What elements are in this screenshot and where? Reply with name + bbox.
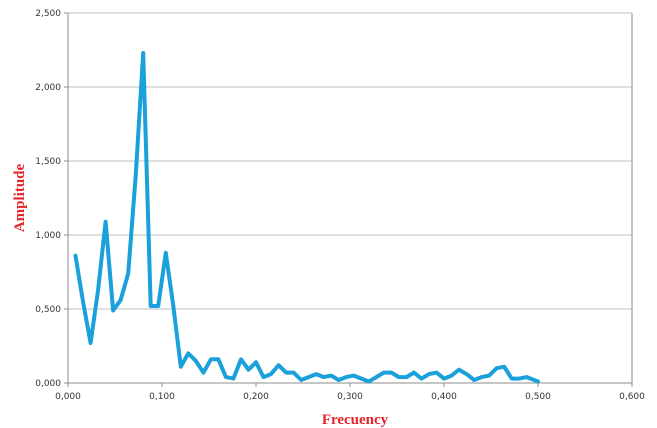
data-point xyxy=(255,361,258,364)
data-point xyxy=(142,52,145,55)
data-point xyxy=(217,358,220,361)
data-point xyxy=(157,305,160,308)
data-point xyxy=(330,374,333,377)
y-axis-title: Amplitude xyxy=(12,163,28,232)
y-tick-labels: 0,000 0,500 1,000 1,500 2,000 2,500 xyxy=(35,9,61,389)
x-tick-label: 0,300 xyxy=(337,392,363,402)
data-point xyxy=(112,309,115,312)
data-point xyxy=(149,305,152,308)
data-point xyxy=(443,377,446,380)
data-point xyxy=(503,365,506,368)
y-tick-label: 2,000 xyxy=(35,83,61,93)
data-point xyxy=(480,376,483,379)
data-point xyxy=(495,367,498,370)
data-point xyxy=(209,358,212,361)
data-point xyxy=(473,379,476,382)
data-point xyxy=(465,373,468,376)
data-point xyxy=(89,342,92,345)
data-point xyxy=(533,379,536,382)
y-tick-label: 2,500 xyxy=(35,9,61,19)
data-point xyxy=(187,352,190,355)
x-tick-label: 0,200 xyxy=(243,392,269,402)
data-point xyxy=(352,374,355,377)
data-point xyxy=(247,368,250,371)
x-tick-label: 0,500 xyxy=(525,392,551,402)
data-point xyxy=(270,373,273,376)
data-point xyxy=(104,220,107,223)
data-point xyxy=(488,374,491,377)
data-point xyxy=(119,299,122,302)
data-point xyxy=(360,377,363,380)
data-point xyxy=(405,376,408,379)
data-point xyxy=(164,251,167,254)
data-point xyxy=(74,254,77,257)
data-point xyxy=(397,376,400,379)
gridlines xyxy=(68,12,632,310)
data-point xyxy=(307,376,310,379)
data-point xyxy=(194,359,197,362)
series-layer xyxy=(73,51,540,384)
data-point xyxy=(510,377,513,380)
data-point xyxy=(240,358,243,361)
data-point xyxy=(134,174,137,177)
data-point xyxy=(337,379,340,382)
data-point xyxy=(232,377,235,380)
y-tick-label: 1,000 xyxy=(35,231,61,241)
data-point xyxy=(428,373,431,376)
x-tick-label: 0,400 xyxy=(431,392,457,402)
data-point xyxy=(262,376,265,379)
data-point xyxy=(224,376,227,379)
x-tick-label: 0,600 xyxy=(619,392,645,402)
data-point xyxy=(300,379,303,382)
data-point xyxy=(412,371,415,374)
data-point xyxy=(450,374,453,377)
series-line xyxy=(73,51,540,384)
data-point xyxy=(315,373,318,376)
y-tick-label: 1,500 xyxy=(35,157,61,167)
data-point xyxy=(322,376,325,379)
data-point xyxy=(537,380,540,383)
y-tick-label: 0,000 xyxy=(35,379,61,389)
data-point xyxy=(518,377,521,380)
x-tick-label: 0,000 xyxy=(55,392,81,402)
data-point xyxy=(277,364,280,367)
x-tick-labels: 0,000 0,100 0,200 0,300 0,400 0,500 0,600 xyxy=(55,392,645,402)
data-point xyxy=(375,376,378,379)
y-tick-label: 0,500 xyxy=(35,305,61,315)
data-point xyxy=(285,371,288,374)
x-tick-label: 0,100 xyxy=(149,392,175,402)
data-point xyxy=(382,371,385,374)
data-point xyxy=(458,368,461,371)
data-point xyxy=(202,371,205,374)
data-point xyxy=(420,377,423,380)
data-point xyxy=(345,376,348,379)
data-point xyxy=(82,300,85,303)
data-point xyxy=(172,305,175,308)
data-point xyxy=(127,272,130,275)
data-point xyxy=(179,365,182,368)
data-point xyxy=(367,380,370,383)
x-axis-title: Frecuency xyxy=(322,412,389,428)
data-point xyxy=(292,371,295,374)
data-point xyxy=(525,376,528,379)
data-point xyxy=(435,371,438,374)
data-point xyxy=(390,371,393,374)
data-point xyxy=(97,288,100,291)
